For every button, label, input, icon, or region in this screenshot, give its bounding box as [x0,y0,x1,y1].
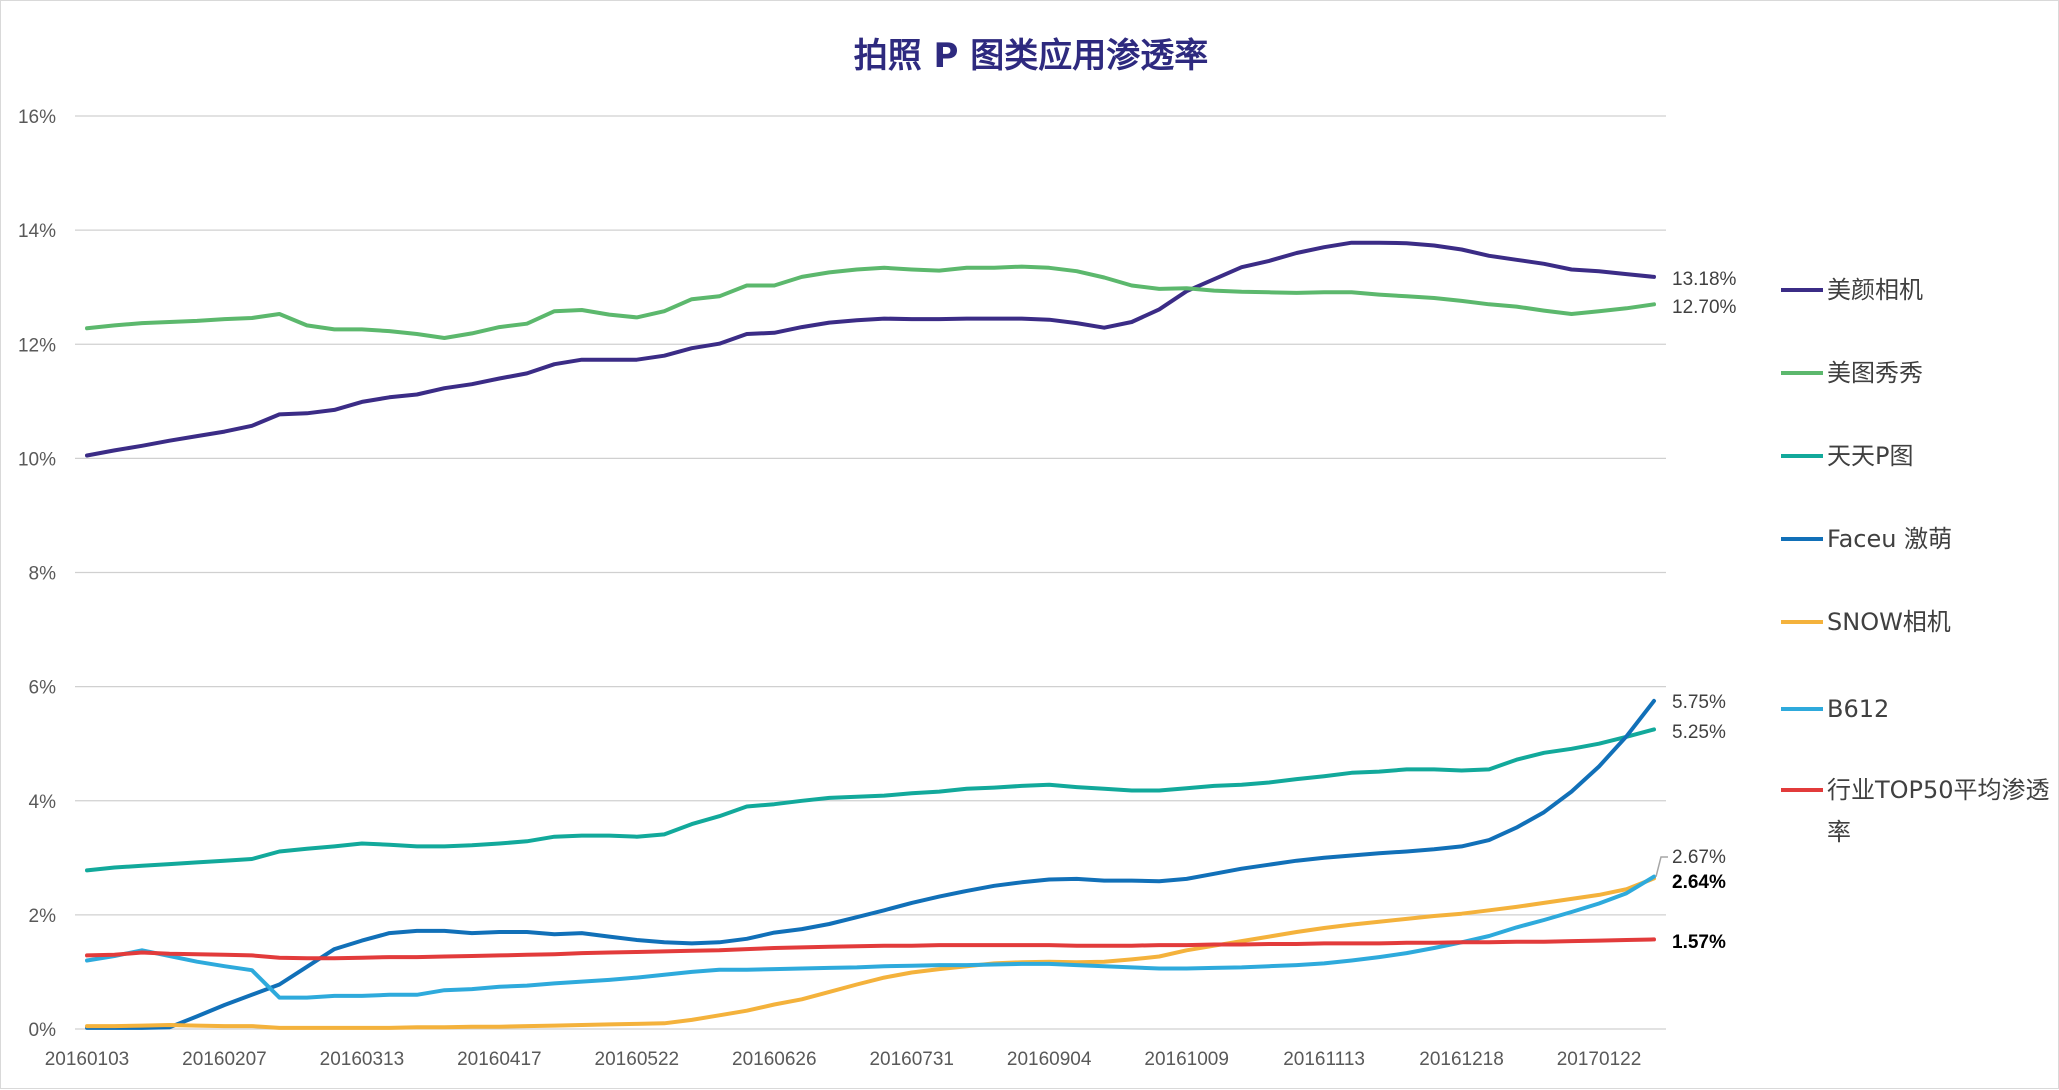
y-tick-label: 12% [18,335,56,356]
x-tick-label: 20160417 [457,1049,542,1070]
y-tick-label: 8% [29,564,57,585]
y-tick-label: 2% [29,906,57,927]
data-label: 1.57% [1672,932,1726,953]
y-tick-label: 14% [18,221,56,242]
x-tick-label: 20160313 [320,1049,405,1070]
y-tick-label: 4% [29,792,57,813]
legend-label: Faceu 激萌 [1827,525,1952,553]
x-tick-label: 20161113 [1283,1049,1365,1070]
data-label: 2.64% [1672,872,1726,893]
x-axis-ticks: 20160103 20160207 20160313 20160417 20160522… [45,1049,1642,1070]
legend-label: SNOW相机 [1827,608,1951,636]
legend-label: 行业TOP50平均渗透 [1827,776,2050,804]
x-tick-label: 20160626 [732,1049,817,1070]
y-tick-label: 16% [18,107,56,128]
legend-label-continued: 率 [1827,818,1851,846]
x-tick-label: 20160207 [182,1049,267,1070]
x-tick-label: 20161218 [1419,1049,1504,1070]
x-tick-label: 20160103 [45,1049,130,1070]
y-tick-label: 0% [29,1020,57,1041]
legend-label: 美图秀秀 [1827,359,1923,387]
series-line [85,264,1656,340]
series-line [85,698,1656,1030]
y-tick-label: 6% [29,678,57,699]
legend-label: B612 [1827,695,1889,723]
data-label: 5.25% [1672,722,1726,743]
label-leader-line [1655,856,1668,877]
legend-label: 美颜相机 [1827,276,1923,304]
data-label: 12.70% [1672,297,1737,318]
x-tick-label: 20161009 [1144,1049,1229,1070]
series-line [85,874,1656,1000]
x-tick-label: 20160731 [869,1049,954,1070]
y-axis-ticks: 0% 2% 4% 6% 8% 10% 12% 14% 16% [18,107,56,1041]
series-line [85,937,1656,961]
grid-lines [75,115,1666,1030]
end-labels: 13.18% 12.70% 5.25% 5.75% 2.64% 2.67% 1.57% [1655,269,1737,953]
y-tick-label: 10% [18,449,56,470]
data-label: 2.67% [1672,847,1726,868]
chart-title: 拍照 P 图类应用渗透率 [854,36,1209,76]
series-line [85,876,1656,1030]
data-label: 13.18% [1672,269,1737,290]
x-tick-label: 20160522 [595,1049,680,1070]
series-line [85,727,1656,873]
x-tick-label: 20170122 [1557,1049,1642,1070]
series-line [85,240,1656,458]
x-tick-label: 20160904 [1007,1049,1092,1070]
legend-label: 天天P图 [1827,442,1913,470]
series-lines [85,240,1656,1030]
data-label: 5.75% [1672,692,1726,713]
